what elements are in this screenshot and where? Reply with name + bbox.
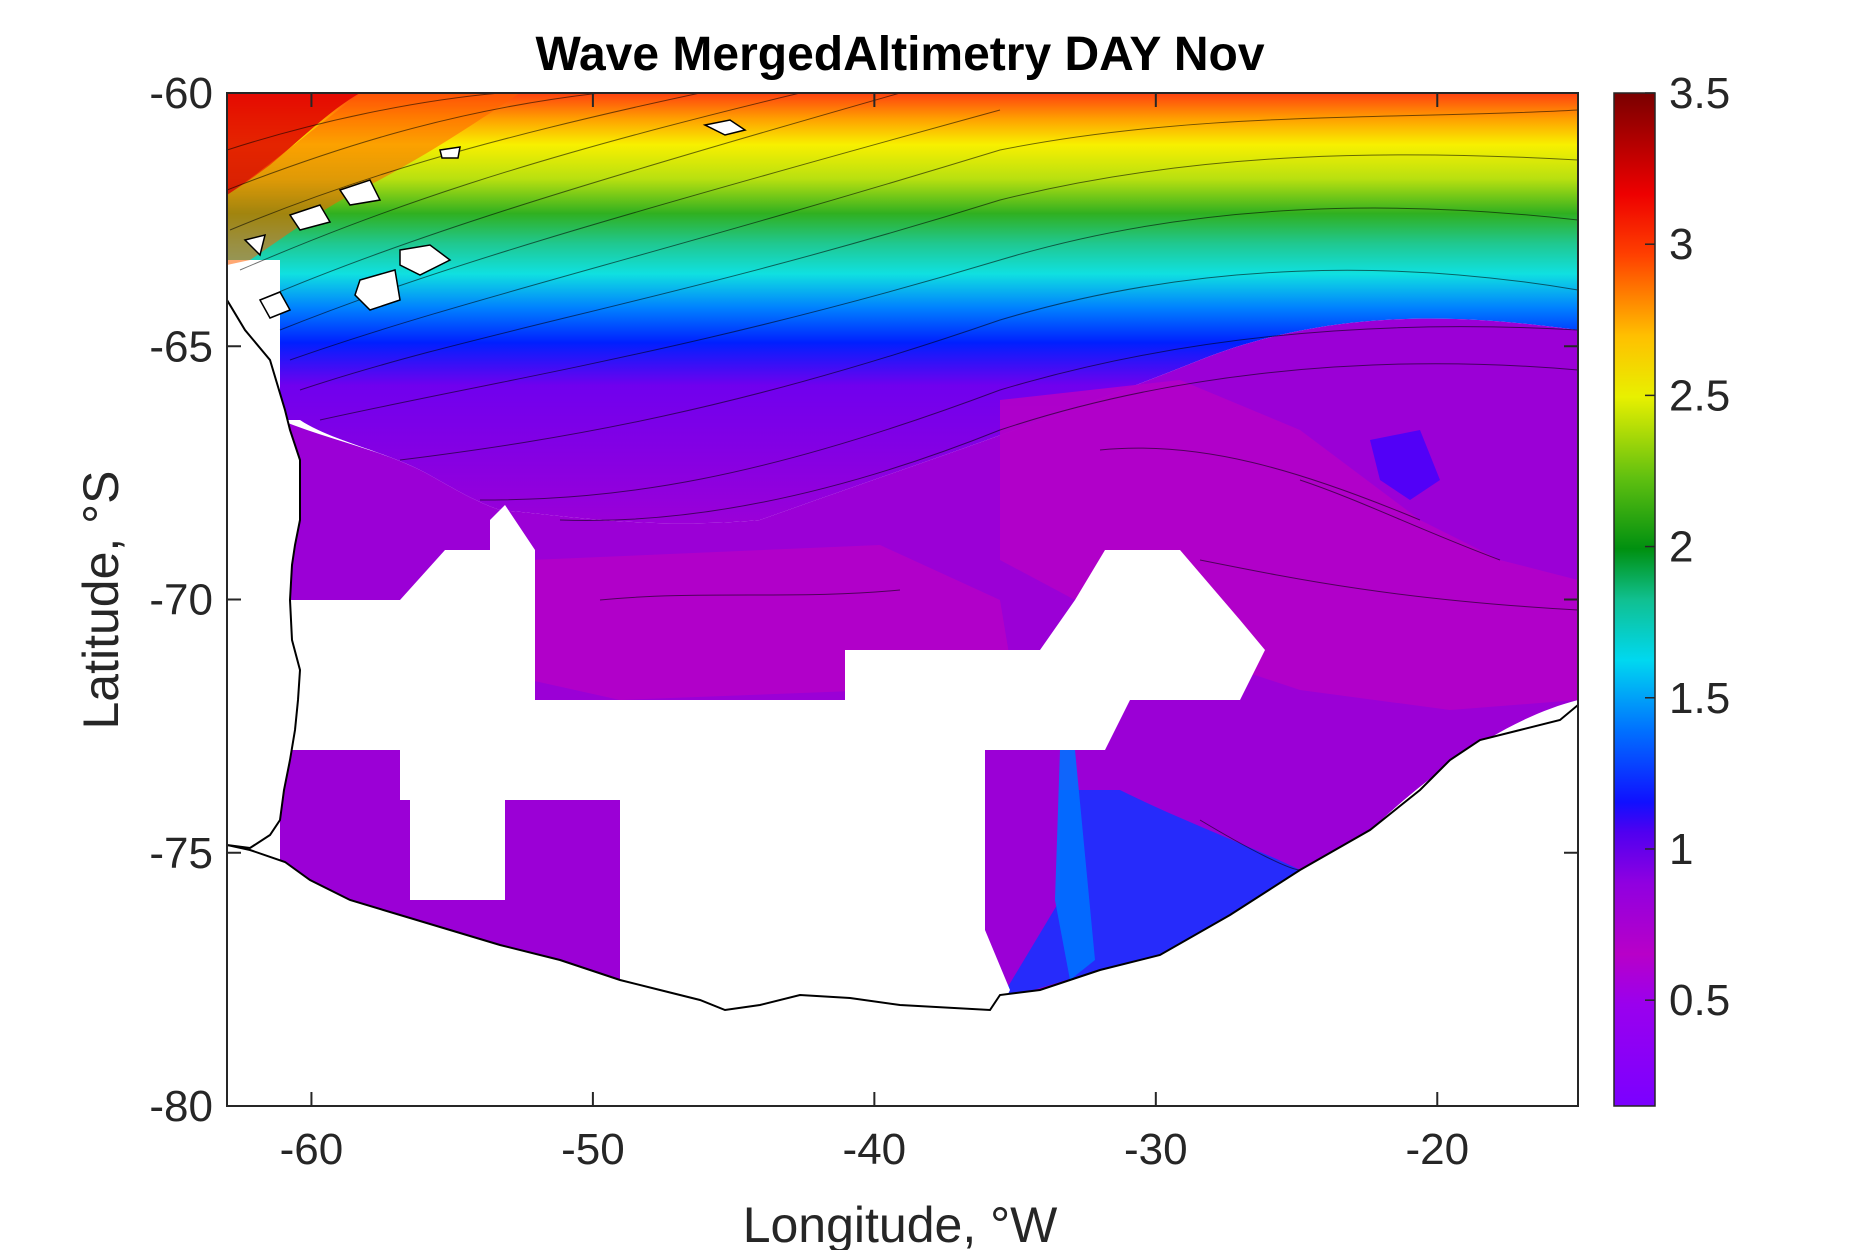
x-tick-label: -30 (1124, 1125, 1188, 1174)
colorbar-tick-label: 3.5 (1669, 69, 1730, 118)
x-tick-label: -40 (843, 1125, 907, 1174)
colorbar-tick-label: 1.5 (1669, 674, 1730, 723)
colorbar-tick-label: 2 (1669, 523, 1693, 572)
colorbar-tick-label: 2.5 (1669, 371, 1730, 420)
x-tick-label: -50 (561, 1125, 625, 1174)
blue-pocket-east (1370, 430, 1440, 500)
x-tick-label: -60 (280, 1125, 344, 1174)
y-tick-label: -65 (149, 322, 213, 371)
chart-title: Wave MergedAltimetry DAY Nov (535, 28, 1264, 81)
blue-streak (1055, 750, 1095, 980)
x-axis-ticks: -60 -50 -40 -30 -20 (280, 93, 1469, 1174)
wave-band-field (227, 93, 1578, 524)
islands (243, 119, 747, 319)
y-tick-label: -75 (149, 829, 213, 878)
antarctic-landmass (227, 703, 1578, 1106)
y-axis-label: Latitude, °S (73, 470, 129, 729)
colorbar-tick-label: 1 (1669, 825, 1693, 874)
contour-lines (227, 93, 1578, 871)
colorbar-ticks: 0.5 1 1.5 2 2.5 3 3.5 (1645, 69, 1730, 1025)
y-tick-label: -80 (149, 1082, 213, 1131)
wave-max-corner (227, 93, 360, 195)
peninsula-land (227, 298, 302, 850)
y-axis-ticks: -60 -65 -70 -75 -80 (149, 69, 1578, 1131)
x-tick-label: -20 (1405, 1125, 1469, 1174)
colorbar-tick-label: 3 (1669, 220, 1693, 269)
y-tick-label: -60 (149, 69, 213, 118)
colorbar (1613, 92, 1656, 1107)
x-axis-label: Longitude, °W (743, 1197, 1058, 1250)
y-tick-label: -70 (149, 576, 213, 625)
contour-field (227, 93, 1578, 1106)
colorbar-tick-label: 0.5 (1669, 976, 1730, 1025)
